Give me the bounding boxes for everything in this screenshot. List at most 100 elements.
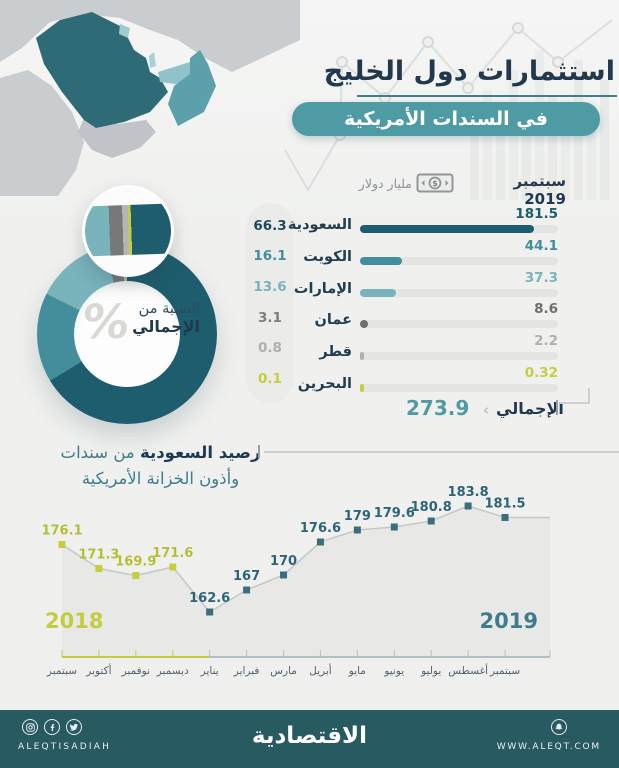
bar-country-label: الكويت xyxy=(303,248,352,265)
arabian-peninsula-map xyxy=(0,0,300,196)
point-value-label: 183.8 xyxy=(448,485,489,500)
line-chart-title-bold: رصيد السعودية xyxy=(140,443,261,462)
bar-fill xyxy=(360,320,369,329)
month-label: فبراير xyxy=(233,665,260,677)
percent-column: 66.3 16.1 13.6 3.1 0.8 0.1 xyxy=(246,203,294,403)
banknote-icon: $ xyxy=(416,173,454,193)
line-chart: 2018 2019 176.1 سبتمبر 171.3 أكتوبر 169.9 نوفمب… xyxy=(41,485,551,677)
point-value-label: 176.1 xyxy=(41,524,82,539)
point-value-label: 169.9 xyxy=(115,555,156,570)
percent-value: 13.6 xyxy=(253,278,287,295)
point-value-label: 171.3 xyxy=(78,548,119,563)
title-underline xyxy=(357,95,617,97)
point-value-label: 167 xyxy=(233,569,260,584)
data-point xyxy=(353,526,361,534)
year-label-2019: 2019 xyxy=(480,609,538,633)
donut-center-line2: الإجمالي xyxy=(132,317,200,336)
bar-country-label: السعودية xyxy=(287,217,352,233)
total-row: 273.9 ‹ الإجمالي xyxy=(0,388,619,426)
bar-row: 8.6 عمان xyxy=(288,301,558,331)
total-connector-vertical xyxy=(588,388,590,403)
line-chart-title-rest: من سندات xyxy=(60,443,135,462)
section-tick xyxy=(258,445,260,458)
snapchat-icon[interactable] xyxy=(551,719,567,735)
percent-value: 0.1 xyxy=(258,370,282,387)
bar-value-label: 44.1 xyxy=(524,237,558,254)
line-chart-title-line2: وأذون الخزانة الأمريكية xyxy=(81,469,240,488)
data-point xyxy=(390,523,398,531)
point-value-label: 181.5 xyxy=(484,497,525,512)
total-label: الإجمالي xyxy=(496,399,564,418)
bar-fill xyxy=(360,225,534,233)
line-chart-title: رصيد السعودية من سندات وأذون الخزانة الأ… xyxy=(58,440,263,492)
month-label: يناير xyxy=(200,665,219,677)
bar-row: 37.3 الإمارات xyxy=(288,270,558,300)
data-point xyxy=(280,571,288,579)
point-value-label: 179.6 xyxy=(374,506,415,521)
bar-track xyxy=(360,320,558,329)
footer: ALEQTISADIAH الاقتصادية WWW.ALEQT.COM xyxy=(0,710,619,768)
data-point xyxy=(132,572,140,579)
twitter-icon[interactable] xyxy=(66,719,82,735)
map-saudi-arabia xyxy=(36,12,168,128)
point-value-label: 176.6 xyxy=(300,521,341,536)
month-label: ديسمبر xyxy=(156,665,189,677)
page-subtitle-pill: في السندات الأمريكية xyxy=(292,102,600,136)
section-divider-line xyxy=(264,451,619,453)
month-label: يوليو xyxy=(420,665,441,677)
bar-country-label: قطر xyxy=(319,344,352,361)
data-point xyxy=(501,514,509,521)
footer-website[interactable]: WWW.ALEQT.COM xyxy=(496,742,601,752)
bar-value-label: 181.5 xyxy=(515,206,558,222)
month-label: أكتوبر xyxy=(85,663,111,677)
point-value-label: 180.8 xyxy=(411,500,452,515)
lens-slice-strip xyxy=(85,203,171,257)
bar-value-label: 8.6 xyxy=(534,301,558,318)
year-label-2018: 2018 xyxy=(45,609,103,633)
percent-value: 0.8 xyxy=(258,340,282,357)
month-label: مارس xyxy=(270,665,297,677)
data-point xyxy=(427,517,435,525)
data-point xyxy=(206,608,214,616)
point-value-label: 170 xyxy=(270,554,297,569)
data-point xyxy=(316,538,324,546)
month-label: مايو xyxy=(348,665,366,677)
bar-country-label: الإمارات xyxy=(293,280,352,297)
bar-fill xyxy=(360,288,396,297)
percent-value: 16.1 xyxy=(253,248,287,265)
map-qatar xyxy=(149,52,156,68)
donut-hole xyxy=(74,281,180,387)
bar-row: 44.1 الكويت xyxy=(288,238,558,268)
map-kuwait xyxy=(119,24,130,38)
instagram-icon[interactable] xyxy=(22,719,38,735)
data-point xyxy=(95,565,103,572)
donut-center-line1: النسبة من xyxy=(138,301,200,317)
data-point xyxy=(169,563,177,571)
facebook-icon[interactable] xyxy=(44,719,60,735)
page-title: استثمارات دول الخليج xyxy=(323,56,616,87)
data-point xyxy=(243,586,251,594)
line-series xyxy=(61,505,550,614)
total-connector-horizontal xyxy=(560,402,590,404)
month-label: نوفمبر xyxy=(121,665,150,677)
report-date: سبتمبر 2019 xyxy=(513,172,566,208)
bar-country-label: عمان xyxy=(314,312,352,329)
month-label: أغسطس xyxy=(448,663,488,677)
point-value-label: 162.6 xyxy=(189,591,230,606)
bar-value-label: 37.3 xyxy=(524,269,558,286)
chevron-left-icon: ‹ xyxy=(483,401,490,419)
bar-country-label: البحرين xyxy=(297,376,352,392)
bar-value-label: 0.32 xyxy=(524,365,558,381)
bar-value-label: 2.2 xyxy=(534,333,558,350)
magnifier-lens xyxy=(82,185,174,277)
bar-fill xyxy=(360,256,403,265)
bar-chart: 181.5 السعودية 44.1 الكويت 37.3 الإمارات 8.6 عم… xyxy=(288,206,558,398)
data-point xyxy=(58,541,66,548)
point-value-label: 179 xyxy=(344,509,371,524)
bar-row: 2.2 قطر xyxy=(288,333,558,363)
line-chart-title-line1: رصيد السعودية من سندات xyxy=(58,440,263,466)
bar-track xyxy=(360,256,558,265)
map-land-north xyxy=(0,0,300,72)
footer-handle[interactable]: ALEQTISADIAH xyxy=(18,742,112,752)
